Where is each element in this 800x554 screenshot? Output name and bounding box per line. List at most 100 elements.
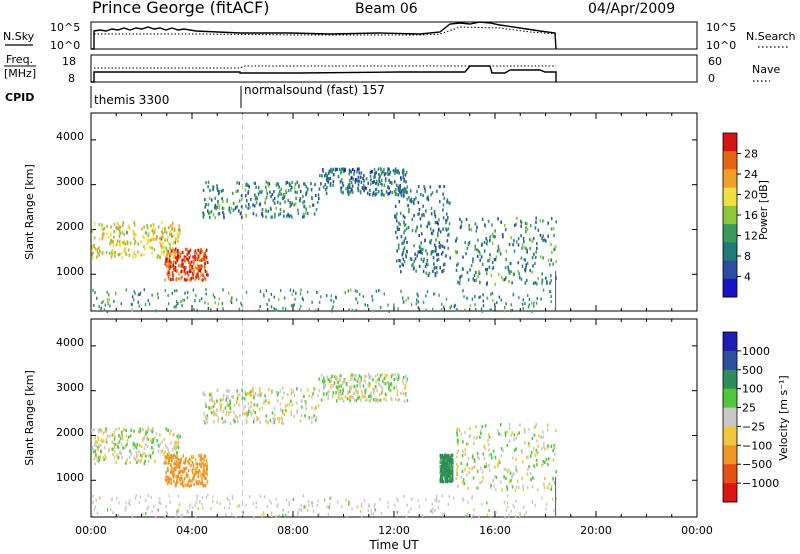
ground-scatter-cell [471, 297, 474, 301]
echo-cell [510, 433, 512, 437]
echo-cell [190, 483, 192, 487]
ground-scatter-cell [109, 304, 111, 308]
echo-cell [110, 255, 113, 259]
echo-cell [324, 188, 327, 192]
echo-cell [229, 421, 232, 426]
echo-cell [220, 403, 223, 407]
echo-cell [328, 170, 331, 174]
ground-scatter-cell [298, 308, 301, 312]
echo-cell [342, 399, 345, 403]
echo-cell [273, 413, 276, 417]
echo-cell [172, 249, 174, 253]
x-tick-1600: 16:00 [479, 524, 511, 537]
echo-cell [464, 452, 466, 456]
echo-cell [374, 193, 377, 197]
echo-cell [533, 464, 535, 468]
echo-cell [402, 381, 405, 385]
echo-cell [483, 249, 486, 253]
echo-cell [469, 434, 472, 438]
ground-scatter-cell [348, 308, 350, 312]
ground-scatter-cell [186, 290, 189, 294]
echo-cell [172, 270, 174, 274]
ground-scatter-cell [98, 496, 101, 500]
echo-cell [380, 168, 382, 172]
echo-cell [510, 236, 512, 240]
echo-cell [378, 398, 380, 402]
echo-cell [133, 442, 135, 446]
ground-scatter-cell [350, 288, 352, 292]
echo-cell [267, 400, 270, 404]
ground-scatter-cell [505, 302, 507, 306]
echo-cell [364, 391, 367, 395]
echo-cell [143, 253, 145, 257]
echo-cell [159, 442, 162, 446]
echo-cell [264, 394, 266, 398]
echo-cell [169, 232, 171, 237]
echo-cell [419, 246, 421, 250]
echo-cell [245, 194, 247, 198]
echo-cell [394, 180, 396, 184]
ground-scatter-cell [135, 494, 137, 497]
echo-cell [368, 384, 370, 388]
echo-cell [442, 227, 444, 231]
echo-cell [444, 456, 447, 460]
nave-right-tick-bottom: 0 [708, 72, 715, 85]
echo-cell [511, 485, 514, 489]
power-ylabel: Slant Range [km] [23, 164, 36, 260]
echo-cell [170, 456, 173, 461]
echo-cell [189, 479, 191, 483]
echo-cell [258, 387, 261, 391]
echo-cell [105, 440, 108, 444]
echo-cell [387, 192, 389, 196]
echo-cell [201, 478, 203, 482]
echo-cell [529, 268, 531, 273]
echo-cell [432, 269, 434, 273]
ground-scatter-cell [490, 292, 492, 296]
ground-scatter-cell [519, 513, 522, 517]
echo-cell [270, 195, 272, 199]
echo-cell [280, 192, 282, 196]
echo-cell [449, 460, 451, 464]
echo-cell [147, 426, 150, 430]
echo-cell [388, 186, 390, 190]
echo-cell [390, 383, 392, 387]
echo-cell [363, 174, 365, 178]
echo-cell [315, 418, 317, 422]
echo-cell [487, 219, 490, 224]
echo-cell [355, 374, 357, 378]
echo-cell [221, 197, 223, 201]
ground-scatter-cell [107, 300, 109, 304]
ground-scatter-cell [332, 305, 334, 309]
echo-cell [337, 380, 339, 384]
echo-cell [422, 247, 424, 252]
echo-cell [247, 402, 250, 406]
echo-cell [481, 470, 484, 474]
echo-cell [254, 197, 257, 201]
ground-scatter-cell [482, 304, 485, 308]
echo-cell [422, 269, 425, 273]
echo-cell [261, 212, 263, 216]
echo-cell [206, 416, 209, 420]
echo-cell [466, 246, 469, 250]
ground-scatter-cell [143, 288, 145, 292]
ground-scatter-cell [282, 306, 284, 310]
ground-scatter-cell [199, 299, 201, 303]
echo-cell [192, 466, 195, 470]
echo-cell [203, 412, 205, 416]
echo-cell [206, 472, 208, 476]
echo-cell [506, 469, 509, 473]
echo-cell [186, 247, 188, 251]
echo-cell [370, 394, 373, 399]
echo-cell [468, 223, 470, 228]
echo-cell [449, 479, 451, 483]
echo-cell [443, 184, 445, 189]
echo-cell [104, 430, 106, 434]
echo-cell [245, 411, 248, 415]
echo-cell [515, 464, 517, 469]
echo-cell [200, 453, 202, 457]
echo-cell [126, 240, 129, 244]
echo-cell [256, 418, 258, 422]
power-panel: Slant Range [km] 1000 2000 3000 4000 481… [23, 112, 770, 313]
echo-cell [279, 402, 282, 406]
echo-cell [227, 389, 229, 393]
